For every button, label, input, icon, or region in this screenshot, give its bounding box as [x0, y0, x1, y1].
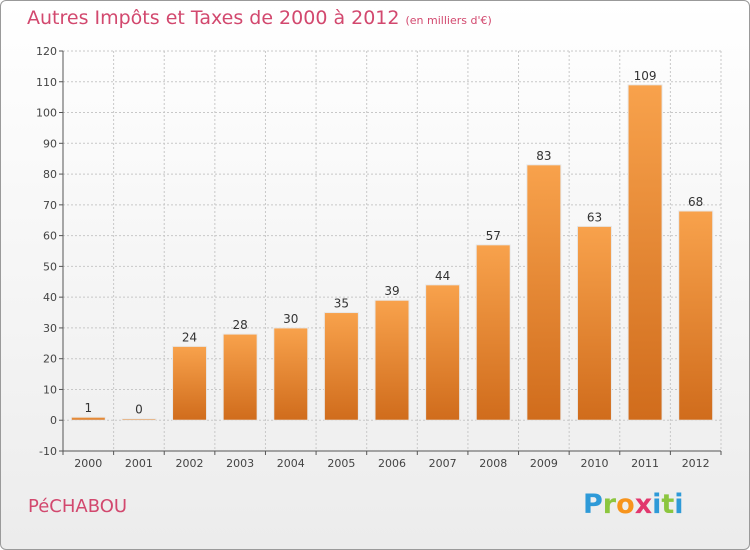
x-tick-label-2009: 2009 [530, 457, 558, 470]
bar-2003 [222, 333, 258, 421]
x-tick-label-2012: 2012 [682, 457, 710, 470]
x-tick-label-2004: 2004 [277, 457, 305, 470]
data-label-2003: 28 [233, 318, 248, 332]
y-tick-label: 70 [43, 199, 57, 212]
y-tick-label: 20 [43, 353, 57, 366]
y-tick-label: 90 [43, 137, 57, 150]
chart-unit: (en milliers d'€) [405, 14, 492, 27]
bar-2004 [273, 327, 309, 421]
y-tick-label: 30 [43, 322, 57, 335]
logo-letter: x [634, 489, 653, 520]
data-label-2007: 44 [435, 269, 450, 283]
x-tick-label-2001: 2001 [125, 457, 153, 470]
logo-letter: i [674, 489, 684, 520]
data-label-2012: 68 [688, 195, 703, 209]
y-tick-label: 100 [36, 107, 57, 120]
bar-2010 [576, 225, 612, 421]
bar-2007 [425, 284, 461, 421]
y-tick-label: 60 [43, 230, 57, 243]
logo-letter: P [583, 489, 603, 520]
data-label-2009: 83 [536, 149, 551, 163]
data-label-2008: 57 [486, 229, 501, 243]
chart-title: Autres Impôts et Taxes de 2000 à 2012 (en… [27, 7, 492, 29]
data-label-2005: 35 [334, 297, 349, 311]
bar-2008 [475, 244, 511, 421]
bar-2009 [526, 164, 562, 421]
y-tick-label: 50 [43, 260, 57, 273]
bar-2012 [678, 210, 714, 421]
town-name: PéCHABOU [28, 496, 128, 517]
x-tick-label-2006: 2006 [378, 457, 406, 470]
x-tick-label-2005: 2005 [327, 457, 355, 470]
x-tick-label-2010: 2010 [580, 457, 608, 470]
bar-2000 [70, 416, 106, 421]
bar-layer [70, 84, 714, 421]
data-label-2001: 0 [135, 403, 143, 417]
bar-2001 [121, 418, 157, 421]
data-label-2004: 30 [283, 312, 298, 326]
x-tick-label-2003: 2003 [226, 457, 254, 470]
bar-2002 [172, 345, 208, 421]
x-tick-label-2000: 2000 [74, 457, 102, 470]
y-tick-label: 110 [36, 76, 57, 89]
bar-2005 [323, 312, 359, 421]
data-label-2010: 63 [587, 210, 602, 224]
data-label-2011: 109 [634, 69, 657, 83]
data-label-2006: 39 [384, 284, 399, 298]
x-tick-label-2011: 2011 [631, 457, 659, 470]
y-tick-label: -10 [39, 445, 57, 458]
chart-title-text: Autres Impôts et Taxes de 2000 à 2012 [27, 7, 400, 29]
bar-2011 [627, 84, 663, 421]
data-label-2000: 1 [84, 401, 92, 415]
logo-letter: i [652, 489, 662, 520]
y-tick-label: 10 [43, 383, 57, 396]
y-tick-label: 80 [43, 168, 57, 181]
x-tick-label-2002: 2002 [176, 457, 204, 470]
y-tick-label: 0 [50, 414, 57, 427]
x-tick-label-2008: 2008 [479, 457, 507, 470]
label-layer: 1 0 24 28 30 35 39 44 57 83 63 109 68 [84, 69, 703, 417]
y-tick-label: 40 [43, 291, 57, 304]
y-tick-label: 120 [36, 45, 57, 58]
logo-letter: o [616, 489, 635, 520]
logo-letter: r [602, 489, 617, 520]
data-label-2002: 24 [182, 330, 197, 344]
x-tick-label-2007: 2007 [429, 457, 457, 470]
logo-letter: t [661, 489, 675, 520]
proxiti-logo: Proxiti [583, 489, 684, 520]
bar-2006 [374, 299, 410, 421]
